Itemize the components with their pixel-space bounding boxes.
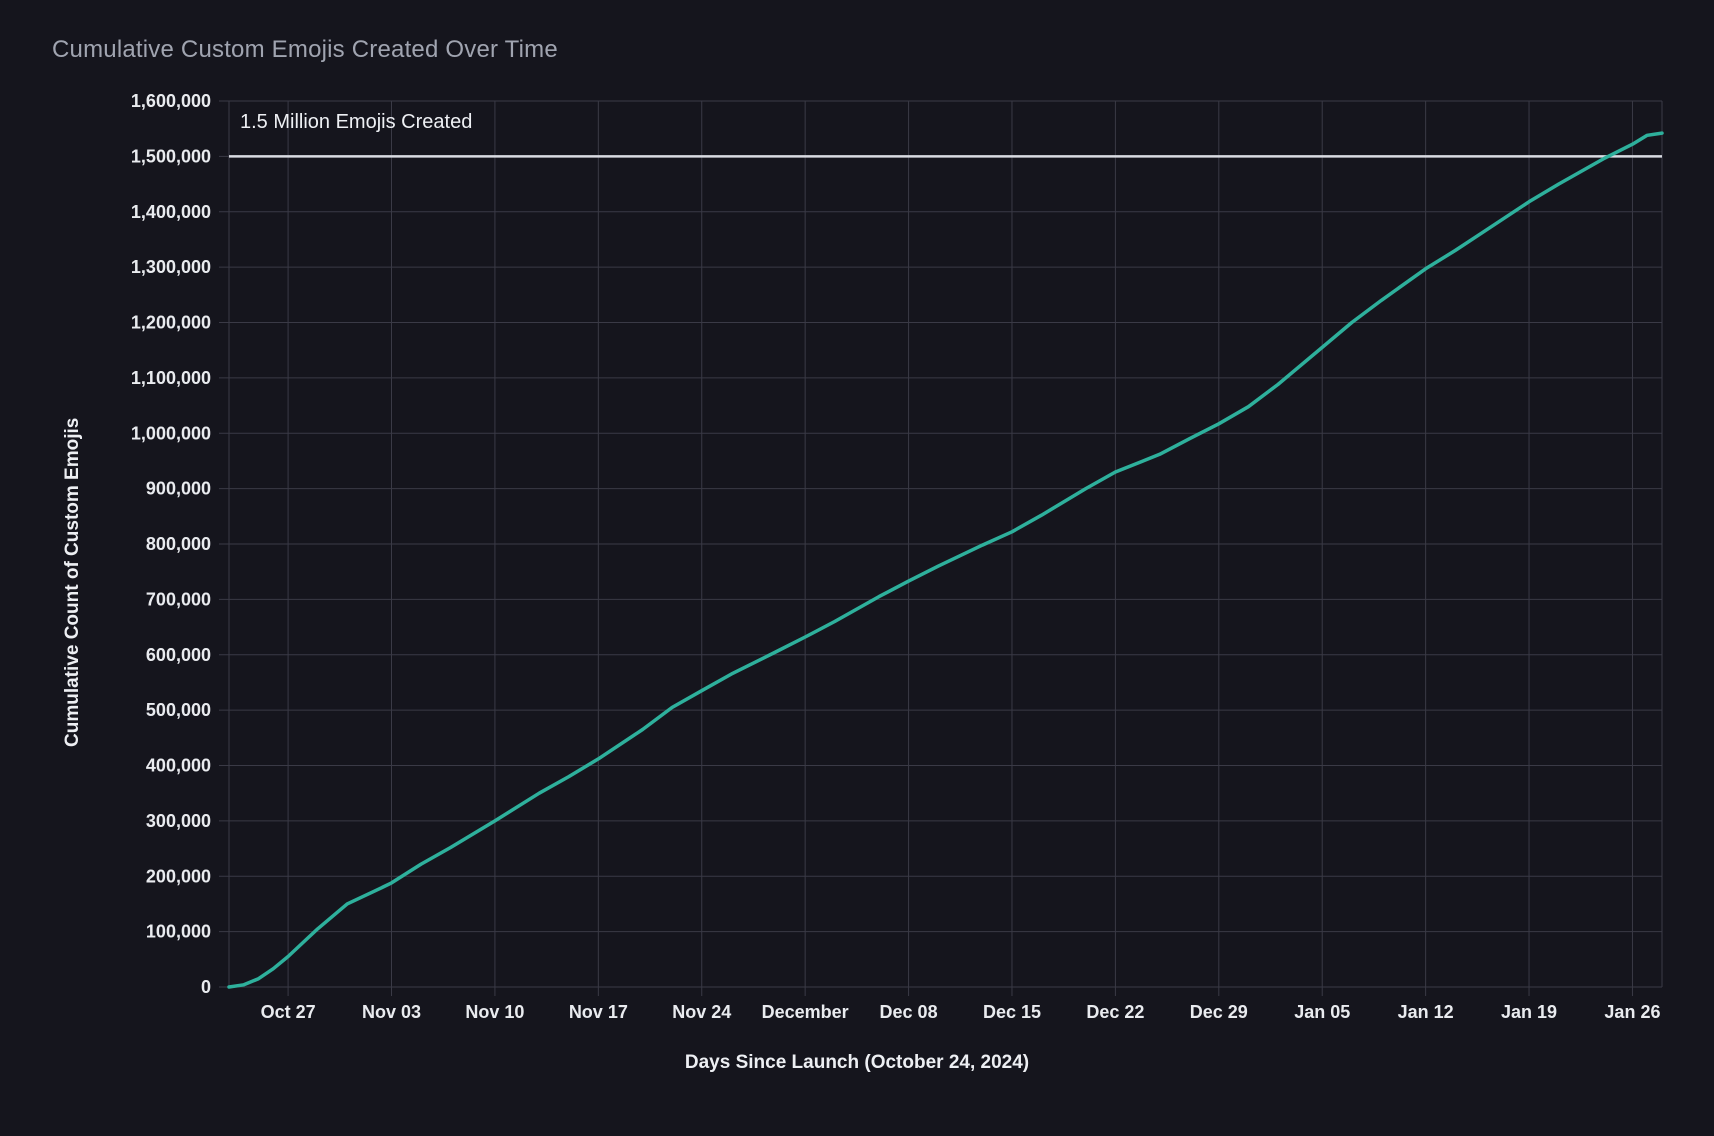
y-tick-label: 1,300,000 <box>131 257 211 277</box>
x-tick-label: Jan 12 <box>1398 1002 1454 1022</box>
x-axis-title: Days Since Launch (October 24, 2024) <box>684 1052 1030 1073</box>
y-tick-label: 1,400,000 <box>131 202 211 222</box>
x-tick-label: Dec 08 <box>880 1002 938 1022</box>
y-tick-label: 1,200,000 <box>131 313 211 333</box>
y-tick-label: 1,100,000 <box>131 368 211 388</box>
y-tick-label: 100,000 <box>146 922 211 942</box>
chart-title: Cumulative Custom Emojis Created Over Ti… <box>52 36 558 63</box>
x-tick-label: Jan 05 <box>1294 1002 1350 1022</box>
y-tick-label: 1,600,000 <box>131 91 211 111</box>
y-tick-label: 900,000 <box>146 479 211 499</box>
y-tick-label: 800,000 <box>146 534 211 554</box>
x-tick-label: December <box>762 1002 849 1022</box>
y-tick-label: 1,000,000 <box>131 423 211 443</box>
y-tick-label: 500,000 <box>146 700 211 720</box>
x-tick-label: Oct 27 <box>261 1002 316 1022</box>
y-tick-label: 300,000 <box>146 811 211 831</box>
x-tick-label: Dec 29 <box>1190 1002 1248 1022</box>
x-tick-label: Dec 15 <box>983 1002 1041 1022</box>
x-tick-label: Nov 10 <box>465 1002 524 1022</box>
y-tick-label: 0 <box>201 977 211 997</box>
x-tick-label: Nov 03 <box>362 1002 421 1022</box>
y-axis-title: Cumulative Count of Custom Emojis <box>62 417 83 747</box>
y-tick-label: 600,000 <box>146 645 211 665</box>
y-tick-label: 1,500,000 <box>131 146 211 166</box>
reference-line-label: 1.5 Million Emojis Created <box>240 111 473 133</box>
y-tick-label: 700,000 <box>146 589 211 609</box>
series-line <box>227 131 1664 989</box>
x-tick-label: Dec 22 <box>1086 1002 1144 1022</box>
x-tick-label: Nov 17 <box>569 1002 628 1022</box>
x-tick-label: Jan 19 <box>1501 1002 1557 1022</box>
x-tick-label: Jan 26 <box>1604 1002 1660 1022</box>
x-tick-label: Nov 24 <box>672 1002 731 1022</box>
y-tick-label: 200,000 <box>146 866 211 886</box>
y-tick-label: 400,000 <box>146 756 211 776</box>
